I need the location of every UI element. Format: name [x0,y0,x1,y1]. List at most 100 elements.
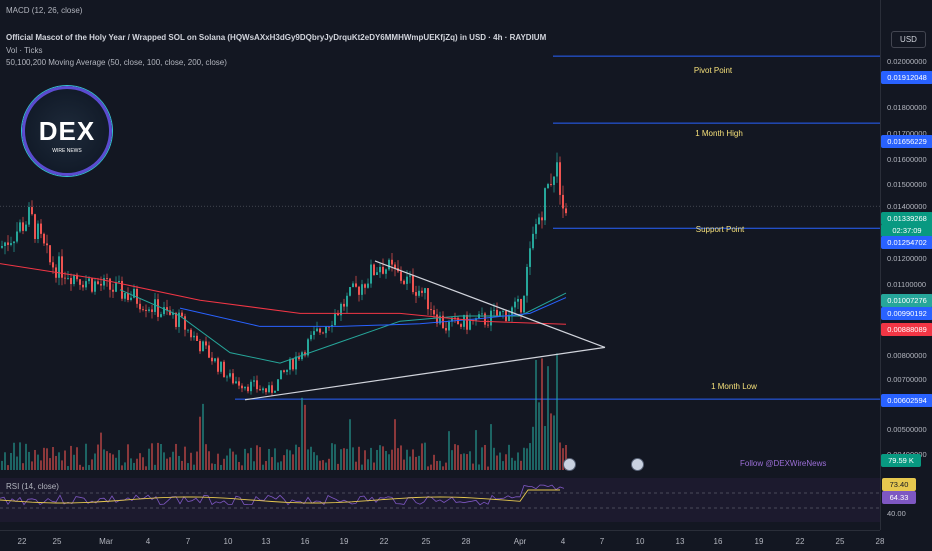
price-label-support: 0.01254702 [881,236,932,249]
volume-bar [490,424,492,470]
time-tick: 19 [339,537,349,546]
volume-bar [376,449,378,470]
candle-body [229,373,231,377]
candle-body [466,314,468,330]
candle-body [187,329,189,331]
candle-body [433,310,435,315]
volume-label: 79.59 K [881,454,921,467]
macd-indicator-label[interactable]: MACD (12, 26, close) [6,6,83,15]
candle-body [253,380,255,382]
volume-bar [262,464,264,470]
volume-bar [217,453,219,470]
volume-bar [514,460,516,470]
volume-bar [1,460,3,470]
candle-body [538,217,540,225]
candle-body [277,379,279,391]
candle-body [58,256,60,278]
rsi-indicator-label[interactable]: RSI (14, close) [6,482,59,491]
candle-body [424,288,426,293]
candle-body [106,278,108,279]
candle-body [508,314,510,322]
volume-bar [196,451,198,470]
candle-body [136,288,138,304]
candle-body [445,328,447,331]
event-flag-icon[interactable] [631,458,644,471]
volume-bar [493,447,495,470]
candle-body [535,224,537,234]
candle-body [355,283,357,287]
volume-bar [157,442,159,470]
volume-bar [547,366,549,470]
price-tick: 0.00500000 [887,425,927,434]
candle-body [1,246,3,248]
volume-bar [280,461,282,470]
level-label-month-high: 1 Month High [695,129,743,138]
volume-bar [226,455,228,470]
price-chart[interactable] [0,0,880,530]
candle-body [112,289,114,292]
volume-bar [388,454,390,470]
time-axis[interactable]: 22 25 Mar 4 7 10 13 16 19 22 25 28 Apr 4 7 10 13 16 19 22 25… [0,530,884,551]
candle-body [37,223,39,239]
volume-bar [289,450,291,470]
volume-bar [544,426,546,470]
price-tick: 0.01200000 [887,254,927,263]
price-tick: 0.01800000 [887,103,927,112]
volume-bar [361,464,363,470]
time-tick: 28 [875,537,885,546]
volume-bar [151,443,153,470]
volume-bar [25,443,27,470]
time-tick: 28 [461,537,471,546]
candle-body [319,328,321,333]
volume-bar [358,446,360,470]
volume-bar [433,454,435,470]
candle-body [328,326,330,328]
volume-bar [232,451,234,470]
time-tick: 22 [17,537,27,546]
candle-body [409,275,411,277]
volume-indicator-label[interactable]: Vol · Ticks [6,46,43,55]
volume-bar [94,453,96,470]
candle-body [49,245,51,263]
candle-body [337,313,339,316]
volume-bar [169,457,171,470]
volume-bar [268,448,270,470]
candle-body [427,288,429,310]
volume-bar [421,443,423,470]
volume-bar [214,463,216,470]
volume-bar [229,448,231,470]
currency-button[interactable]: USD [891,31,926,48]
volume-bar [241,465,243,470]
candle-body [109,278,111,290]
price-label-ma50: 0.01007276 [881,294,932,307]
candle-body [280,370,282,380]
volume-bar [58,452,60,470]
volume-bar [274,448,276,470]
candle-body [130,297,132,300]
watermark-text: Follow @DEXWireNews [740,459,827,468]
price-axis[interactable]: 0.02000000 0.01800000 0.01700000 0.01600000… [880,0,932,530]
candle-body [184,316,186,330]
volume-bar [373,462,375,470]
candle-body [220,361,222,372]
candle-body [256,380,258,390]
candle-body [259,389,261,391]
price-tick: 0.01400000 [887,202,927,211]
volume-bar [535,359,537,470]
chart-pane[interactable]: MACD (12, 26, close) Official Mascot of … [0,0,880,530]
candle-body [484,313,486,325]
candle-body [439,315,441,324]
candle-body [64,277,66,279]
candle-body [76,274,78,280]
ma50-line [119,289,567,364]
candle-body [142,309,144,311]
event-flag-icon[interactable] [563,458,576,471]
candle-body [316,328,318,332]
candle-body [511,307,513,315]
candle-body [226,376,228,378]
candle-body [223,361,225,378]
volume-bar [70,445,72,470]
ma-indicator-label[interactable]: 50,100,200 Moving Average (50, close, 10… [6,58,227,67]
volume-bar [244,448,246,470]
candle-body [403,280,405,284]
